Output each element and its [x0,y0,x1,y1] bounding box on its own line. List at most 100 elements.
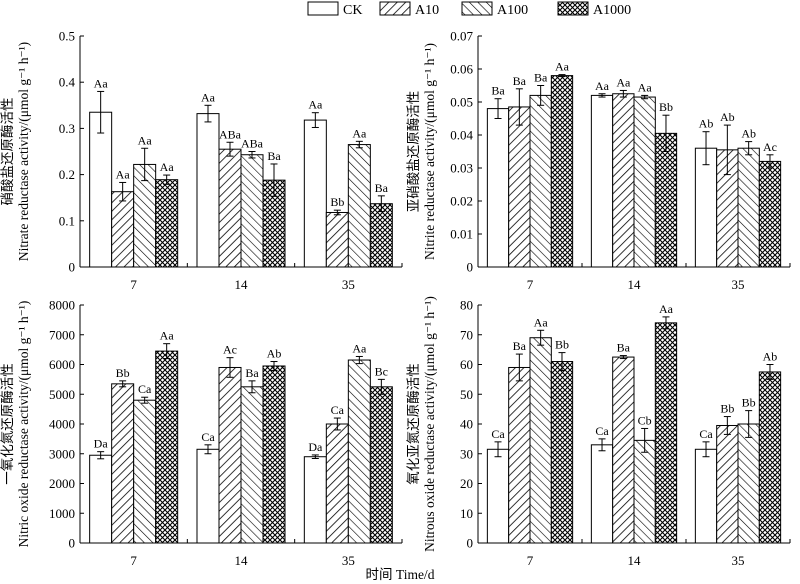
bar-a100-14 [240,386,264,544]
y-axis-title-cn: 硝酸盐还原酶活性 [0,98,15,206]
bar-a1000-7 [550,75,574,268]
bar-a10-35 [716,424,739,544]
bar-ck-35 [694,147,718,268]
bar-a1000-35 [758,371,782,544]
bar-ck-7 [486,448,510,544]
bar-group: Ca [133,382,157,544]
y-tick-label: 1000 [49,506,75,521]
legend-label: A10 [415,3,439,18]
bar-a1000-7 [550,361,574,544]
significance-label: Aa [534,315,549,329]
chart-panel-2: 0 0.01 0.02 0.03 0.04 0.05 0.06 0.07 Ba Ba Ba Aa 7 Aa… [406,29,791,292]
bar-a100-35 [737,423,760,544]
bar-a1000-7 [155,179,179,268]
bar-a10-14 [612,93,635,268]
significance-label: Ab [699,117,714,131]
bar-a10-14 [218,366,242,544]
chart-panel-4: 0 10 20 30 40 50 60 70 80 Ca Ba Aa Bb 7 Ca Ba Cb Aa 14 Ca Bb… [406,296,791,568]
y-axis-title-en: Nitrous oxide reductase activity/(μmol g… [422,296,437,552]
y-tick-label: 8000 [49,298,75,313]
y-tick-label: 0 [467,536,474,551]
significance-label: Bb [659,100,673,114]
significance-label: Da [94,437,109,451]
significance-label: Ab [741,127,756,141]
y-tick-label: 0.02 [450,194,473,209]
bar-a100-14 [633,439,656,544]
bar-group: Bb [737,396,760,544]
bar-group: Aa [303,98,327,268]
bar-group: Da [89,437,113,544]
bar-ck-7 [89,111,113,268]
y-axis-title-cn: 一氧化氮还原酶活性 [0,363,15,485]
bar-group: Ab [262,347,286,544]
y-tick-label: 0.5 [59,29,75,44]
significance-label: Cb [638,413,652,427]
bar-group: Aa [590,79,614,268]
y-tick-label: 10 [460,506,473,521]
x-tick-label: 7 [130,277,137,292]
significance-label: Aa [595,79,610,93]
bar-group: Ab [694,117,718,268]
y-axis-title-en: Nitrate reductase activity/(μmol g⁻¹ h⁻¹… [16,42,31,261]
bar-group: Ba [369,181,393,268]
bar-ck-14 [590,444,614,544]
significance-label: Aa [116,167,131,181]
bar-a10-35 [325,423,349,544]
y-tick-label: 4000 [49,417,75,432]
y-tick-label: 0 [69,536,76,551]
significance-label: Aa [160,329,175,343]
bar-group: Bc [369,364,393,544]
bar-group: Ba [262,149,286,268]
bar-ck-35 [303,456,327,544]
bar-group: Aa [654,302,678,544]
bar-a10-7 [508,106,531,268]
y-tick-label: 60 [460,357,473,372]
bar-a10-7 [111,191,135,268]
significance-label: Ca [138,382,152,396]
significance-label: ABa [219,127,242,141]
y-axis-title-en: Nitrite reductase activity/(μmol g⁻¹ h⁻¹… [422,43,437,260]
significance-label: Aa [308,98,323,112]
significance-label: Aa [555,60,570,74]
significance-label: Ac [763,140,777,154]
bar-a1000-7 [155,350,179,544]
significance-label: Bc [375,364,388,378]
y-tick-label: 30 [460,446,473,461]
bar-group: Ab [716,110,739,268]
bar-group: Ba [486,84,510,268]
bar-group: Bb [550,338,574,544]
bar-group: Ac [218,343,242,544]
bar-group: Ab [758,350,782,544]
y-tick-label: 50 [460,387,473,402]
significance-label: Aa [201,90,216,104]
significance-label: Aa [138,133,153,147]
bar-a100-7 [529,337,552,544]
bar-a1000-14 [654,132,678,268]
significance-label: Ab [720,110,735,124]
bar-group: Aa [196,90,220,268]
x-tick-label: 14 [628,553,642,568]
x-axis-title: 时间 Time/d [366,567,435,582]
bar-group: Ba [240,366,264,544]
bar-group: Bb [111,366,135,544]
bar-group: Ba [508,339,531,544]
bar-a1000-35 [369,386,393,544]
significance-label: Aa [659,302,674,316]
y-tick-label: 5000 [49,387,75,402]
significance-label: Ba [267,149,281,163]
y-tick-label: 6000 [49,357,75,372]
legend-label: A100 [497,3,528,18]
bar-group: Ca [325,403,349,544]
y-tick-label: 70 [460,327,473,342]
legend-label: A1000 [593,3,631,18]
x-tick-label: 35 [342,277,355,292]
x-tick-label: 7 [527,553,534,568]
legend-item-a10: A10 [379,1,439,18]
bar-group: Aa [155,329,179,544]
y-tick-label: 3000 [49,446,75,461]
y-tick-label: 40 [460,417,473,432]
bar-group: Aa [133,133,157,268]
bar-group: Bb [325,195,349,268]
significance-label: Aa [616,75,631,89]
